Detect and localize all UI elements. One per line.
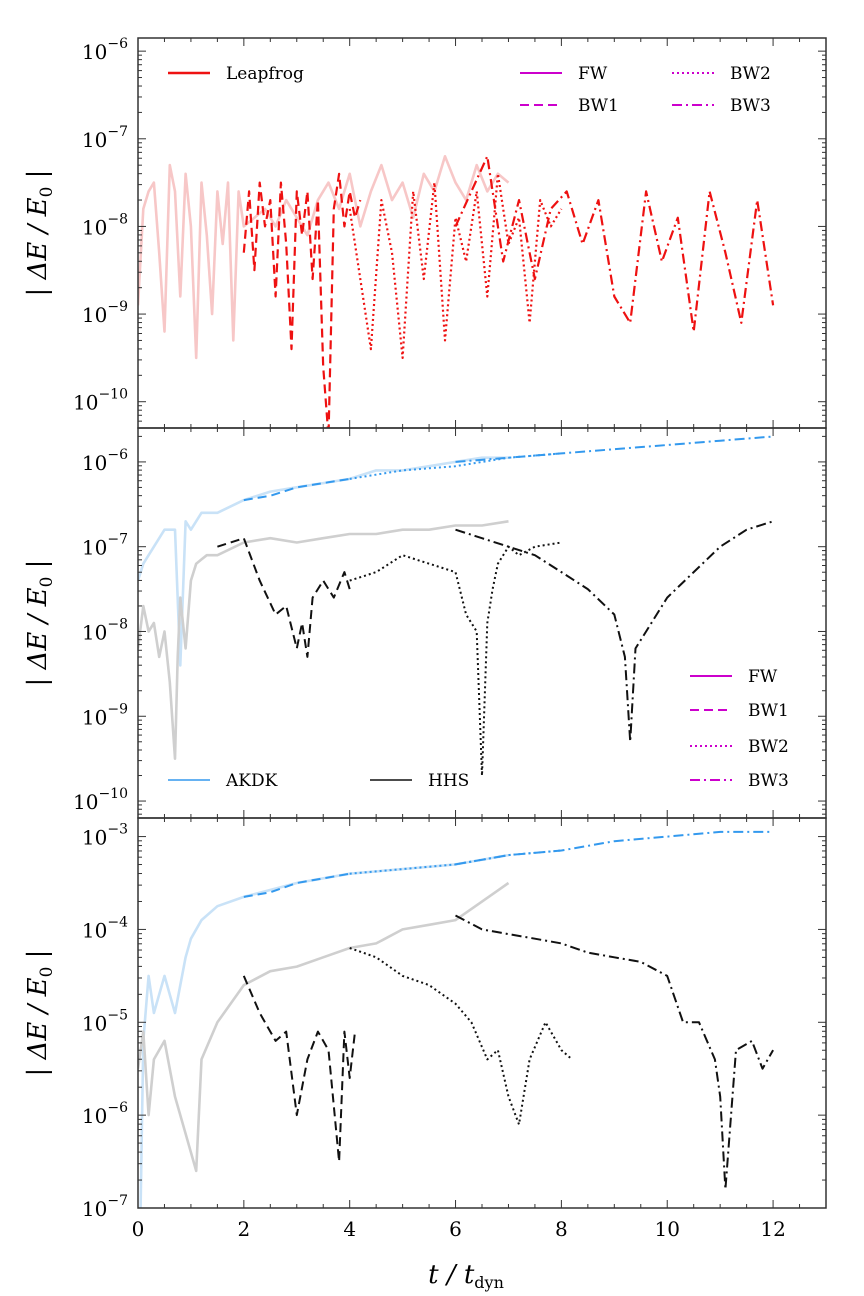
- panel-middle: 10−6 10−7 10−8 10−9 10−10 | ΔE / E0 | FW BW1 BW2…: [23, 427, 827, 819]
- series-line-leapfrog-bw1: [242, 172, 362, 428]
- axes-frame: [137, 817, 827, 1209]
- series-line-leapfrog-bw2: [348, 172, 563, 359]
- legend-label: FW: [578, 64, 608, 84]
- legend-label: BW3: [730, 96, 771, 116]
- x-tick-label: 6: [449, 1217, 462, 1241]
- x-tick-label: 8: [555, 1217, 568, 1241]
- legend-label: Leapfrog: [226, 64, 304, 84]
- legend-label: BW2: [748, 737, 789, 757]
- y-tick-label: 10−8: [82, 616, 128, 644]
- y-tick-label: 10−10: [73, 786, 128, 814]
- y-tick-label: 10−3: [82, 822, 128, 850]
- y-axis-label: | ΔE / E0 |: [23, 560, 57, 687]
- legend-label: FW: [748, 667, 778, 687]
- y-tick-label: 10−8: [82, 211, 128, 239]
- series-group: [138, 435, 774, 777]
- series-line-akdk-bw2: [349, 452, 562, 480]
- y-tick-label: 10−5: [82, 1007, 128, 1035]
- panel-bottom: 10−3 10−4 10−5 10−6 10−70 2 4 6 8 10 12 | ΔE / E0 |: [23, 817, 827, 1241]
- series-line-leapfrog-fw: [138, 155, 510, 360]
- legend-label: BW2: [730, 64, 771, 84]
- legend-label: BW1: [578, 96, 619, 116]
- series-line-akdk-bw1: [243, 872, 350, 898]
- series-line-leapfrog-bw3: [454, 155, 775, 333]
- x-tick-label: 2: [237, 1217, 250, 1241]
- series-line-hhs-bw2: [349, 947, 573, 1126]
- series-line-hhs-bw1: [242, 975, 356, 1163]
- y-tick-label: 10−6: [82, 1100, 128, 1128]
- y-tick-label: 10−9: [82, 701, 128, 729]
- y-tick-label: 10−6: [82, 447, 128, 475]
- y-tick-label: 10−7: [82, 124, 128, 152]
- y-tick-label: 10−9: [82, 299, 128, 327]
- series-line-akdk-bw1: [243, 477, 350, 502]
- series-line-hhs-bw3: [455, 520, 774, 743]
- series-group: [138, 155, 775, 428]
- series-line-akdk-fw: [138, 456, 509, 667]
- y-axis-label: | ΔE / E0 |: [23, 170, 57, 297]
- series-line-hhs-bw1: [217, 537, 351, 658]
- x-tick-label: 10: [655, 1217, 680, 1241]
- y-tick-label: 10−4: [82, 914, 128, 942]
- x-tick-label: 4: [343, 1217, 356, 1241]
- x-axis-label: t / tdyn: [428, 1260, 504, 1292]
- y-axis-label: | ΔE / E0 |: [23, 950, 57, 1077]
- series-line-hhs-bw2: [349, 541, 562, 777]
- x-tick-label: 12: [760, 1217, 785, 1241]
- legend-label: AKDK: [225, 771, 278, 791]
- series-group: [138, 830, 774, 1208]
- series-line-akdk-bw3: [455, 830, 774, 866]
- series-line-hhs-fw: [138, 520, 509, 761]
- legend-label: BW3: [748, 771, 789, 791]
- y-tick-label: 10−7: [82, 532, 128, 560]
- series-line-hhs-bw3: [455, 914, 774, 1191]
- panel-top: 10−6 10−7 10−8 10−9 10−10 | ΔE / E0 | Leapfrog…: [23, 36, 827, 429]
- y-tick-label: 10−7: [82, 1193, 128, 1221]
- y-tick-label: 10−6: [82, 36, 128, 64]
- x-tick-label: 0: [132, 1217, 145, 1241]
- series-line-hhs-fw: [138, 881, 510, 1173]
- series-line-akdk-bw3: [455, 435, 774, 463]
- legend-label: HHS: [428, 771, 469, 791]
- legend-label: BW1: [748, 701, 789, 721]
- y-tick-label: 10−10: [73, 387, 128, 415]
